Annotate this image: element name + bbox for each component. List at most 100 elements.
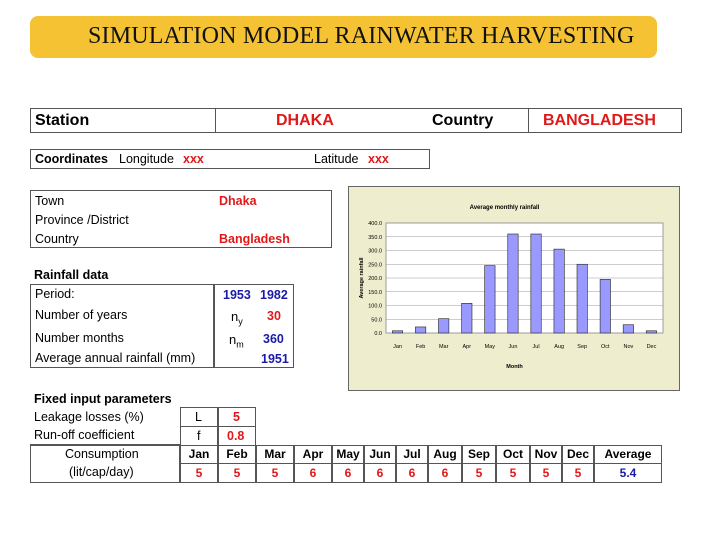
leakage-symbol: L (195, 410, 202, 424)
station-label-box: Station (30, 108, 216, 133)
leakage-symbol-box: L (180, 407, 218, 427)
country-value-field[interactable]: BANGLADESH (528, 108, 682, 133)
chart-bar-jul (530, 233, 542, 334)
consumption-value-nov[interactable]: 5 (530, 463, 562, 483)
latitude-value[interactable]: xxx (368, 152, 389, 166)
rainfall-chart-svg: 0.0 50.0 100.0 150.0 200.0 250.0 300.0 350.0 400… (359, 205, 664, 370)
chart-bar-feb (415, 326, 427, 334)
consumption-header-nov: Nov (530, 445, 562, 464)
runoff-symbol: f (197, 429, 201, 443)
chart-xtick-label: Mar (439, 344, 449, 350)
chart-bar-jun (507, 233, 519, 334)
chart-ytick-label: 150.0 (368, 290, 382, 296)
consumption-header-apr: Apr (294, 445, 332, 464)
runoff-label: Run-off coefficient (34, 428, 135, 442)
latitude-label: Latitude (314, 152, 359, 166)
consumption-header-jul: Jul (396, 445, 428, 464)
station-value: DHAKA (276, 112, 334, 129)
coordinates-label: Coordinates (35, 152, 108, 166)
consumption-header-mar: Mar (256, 445, 294, 464)
chart-xtick-label: Apr (463, 344, 472, 350)
chart-bar-dec (645, 330, 657, 334)
page-title: SIMULATION MODEL RAINWATER HARVESTING (88, 23, 635, 49)
station-label: Station (35, 112, 90, 129)
years-value[interactable]: 30 (267, 309, 281, 323)
chart-bar-jan (392, 330, 404, 334)
coordinates-box: Coordinates Longitude xxx Latitude xxx (30, 149, 430, 169)
chart-xtick-label: Jul (533, 344, 540, 350)
consumption-value-mar[interactable]: 5 (256, 463, 294, 483)
months-value[interactable]: 360 (263, 332, 284, 346)
chart-ylabel: Average rainfall (359, 257, 365, 299)
leakage-value-field[interactable]: 5 (218, 407, 256, 427)
consumption-value-jul[interactable]: 6 (396, 463, 428, 483)
rainfall-header: Rainfall data (34, 268, 109, 282)
consumption-header-sep: Sep (462, 445, 496, 464)
consumption-value-dec[interactable]: 5 (562, 463, 594, 483)
longitude-value[interactable]: xxx (183, 152, 204, 166)
consumption-label-line1: Consumption (65, 447, 139, 461)
chart-xtick-label: Feb (416, 344, 425, 350)
avg-rainfall-value: 1951 (261, 352, 289, 366)
chart-ytick-label: 100.0 (368, 304, 382, 310)
consumption-header-aug: Aug (428, 445, 462, 464)
chart-ytick-label: 50.0 (371, 317, 382, 323)
chart-xlabel: Month (506, 364, 523, 370)
months-label: Number months (35, 331, 124, 345)
town-value[interactable]: Dhaka (219, 194, 257, 208)
chart-xtick-label: Aug (554, 344, 564, 350)
consumption-value-jun[interactable]: 6 (364, 463, 396, 483)
consumption-value-aug[interactable]: 6 (428, 463, 462, 483)
leakage-label: Leakage losses (%) (34, 410, 144, 424)
period-end[interactable]: 1982 (260, 288, 288, 302)
location-box: Town Dhaka Province /District Country Ba… (30, 190, 332, 248)
chart-ytick-label: 200.0 (368, 276, 382, 282)
fixed-params-header: Fixed input parameters (34, 392, 172, 406)
period-start[interactable]: 1953 (223, 288, 251, 302)
consumption-header-may: May (332, 445, 364, 464)
avg-rainfall-label: Average annual rainfall (mm) (35, 351, 196, 365)
consumption-value-oct[interactable]: 5 (496, 463, 530, 483)
chart-bar-mar (438, 318, 450, 334)
consumption-label-box: Consumption (lit/cap/day) (30, 445, 180, 483)
country-location-label: Country (35, 232, 79, 246)
rainfall-chart: 0.0 50.0 100.0 150.0 200.0 250.0 300.0 350.0 400… (348, 186, 680, 391)
consumption-header-jan: Jan (180, 445, 218, 464)
chart-xtick-label: Nov (623, 344, 633, 350)
consumption-value-jan[interactable]: 5 (180, 463, 218, 483)
consumption-value-sep[interactable]: 5 (462, 463, 496, 483)
runoff-value: 0.8 (227, 429, 245, 443)
chart-bar-oct (599, 279, 611, 334)
consumption-value-feb[interactable]: 5 (218, 463, 256, 483)
consumption-header-average: Average (594, 445, 662, 464)
rainfall-values-box: 1953 1982 ny 30 nm 360 1951 (214, 284, 294, 368)
runoff-symbol-box: f (180, 426, 218, 446)
chart-bar-sep (576, 263, 588, 334)
chart-xtick-label: Sep (577, 344, 587, 350)
chart-xtick-label: May (485, 344, 496, 350)
station-value-field[interactable]: DHAKA (215, 108, 399, 133)
country-location-value[interactable]: Bangladesh (219, 232, 290, 246)
runoff-value-field[interactable]: 0.8 (218, 426, 256, 446)
country-label: Country (432, 112, 494, 129)
chart-ytick-label: 250.0 (368, 262, 382, 268)
consumption-value-may[interactable]: 6 (332, 463, 364, 483)
chart-xtick-label: Jun (509, 344, 518, 350)
consumption-value-average: 5.4 (594, 463, 662, 483)
period-label: Period: (35, 287, 75, 301)
province-label: Province /District (35, 213, 129, 227)
consumption-header-dec: Dec (562, 445, 594, 464)
consumption-label-line2: (lit/cap/day) (69, 465, 134, 479)
chart-bar-may (484, 265, 496, 334)
chart-xtick-label: Jan (393, 344, 402, 350)
chart-xtick-label: Dec (647, 344, 657, 350)
leakage-value: 5 (233, 410, 240, 424)
chart-title: Average monthly rainfall (470, 205, 540, 211)
chart-xtick-label: Oct (601, 344, 610, 350)
rainfall-labels-box: Period: Number of years Number months Av… (30, 284, 214, 368)
consumption-header-jun: Jun (364, 445, 396, 464)
consumption-header-oct: Oct (496, 445, 530, 464)
consumption-value-apr[interactable]: 6 (294, 463, 332, 483)
chart-ytick-label: 350.0 (368, 235, 382, 241)
chart-bar-aug (553, 248, 565, 334)
